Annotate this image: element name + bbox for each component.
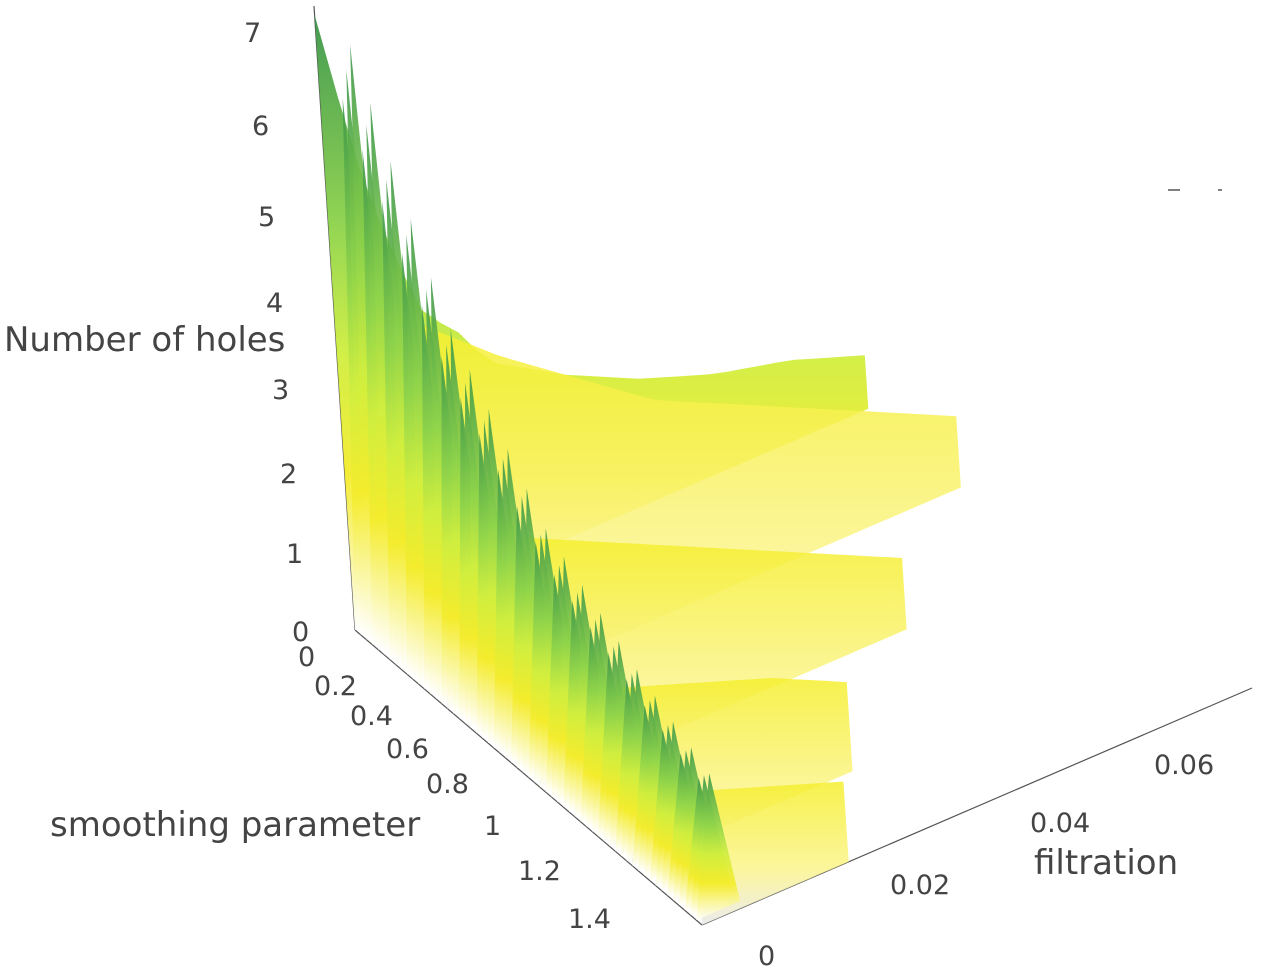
z-axis-title: Number of holes (4, 320, 285, 360)
y-tick-label: 0.6 (386, 734, 429, 765)
y-tick-label: 0.8 (426, 769, 469, 800)
surface-mesh (314, 14, 961, 925)
y-tick-label: 1.4 (568, 904, 611, 935)
y-tick-label: 0 (298, 642, 315, 673)
z-tick-label: 5 (258, 202, 275, 233)
z-ticks: 7 6 5 4 3 2 1 0 (244, 18, 309, 648)
z-tick-label: 3 (272, 375, 289, 406)
z-tick-label: 4 (266, 288, 283, 319)
x-tick-label: 0.06 (1154, 750, 1214, 781)
y-axis-title: smoothing parameter (50, 805, 420, 845)
x-tick-label: 0.02 (890, 870, 950, 901)
x-tick-label: 0.04 (1030, 808, 1090, 839)
x-axis-title: filtration (1034, 843, 1178, 883)
y-ticks: 0 0.2 0.4 0.6 0.8 1 1.2 1.4 (298, 642, 611, 935)
z-tick-label: 2 (280, 459, 297, 490)
y-tick-label: 1.2 (518, 856, 561, 887)
surface-spike (696, 773, 741, 921)
x-tick-label: 0 (758, 941, 775, 972)
y-tick-label: 1 (484, 811, 501, 842)
y-tick-label: 0.4 (350, 701, 393, 732)
y-tick-label: 0.2 (314, 671, 357, 702)
z-tick-label: 0 (292, 617, 309, 648)
z-tick-label: 6 (252, 111, 269, 142)
z-tick-label: 7 (244, 18, 261, 49)
z-tick-label: 1 (286, 539, 303, 570)
z-axis-line (313, 5, 356, 631)
x-ticks: 0 0.02 0.04 0.06 (758, 750, 1214, 972)
